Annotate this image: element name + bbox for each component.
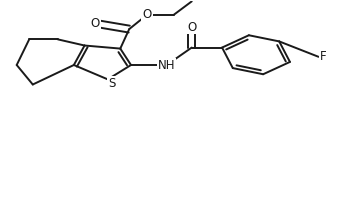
Text: NH: NH — [158, 58, 176, 72]
Text: O: O — [187, 21, 196, 33]
Text: O: O — [90, 17, 100, 30]
Text: F: F — [320, 50, 326, 63]
Text: S: S — [108, 77, 116, 90]
Text: O: O — [142, 8, 152, 21]
